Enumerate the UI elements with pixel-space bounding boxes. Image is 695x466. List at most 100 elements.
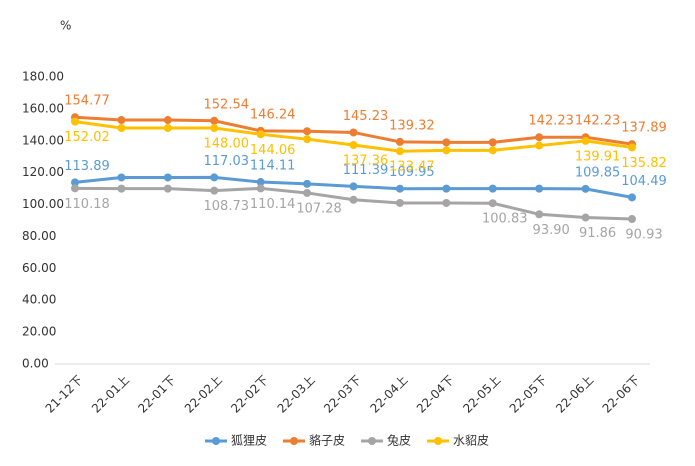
data-point: [395, 137, 404, 146]
data-point: [163, 124, 172, 133]
y-tick-label: 60.00: [22, 261, 56, 275]
data-point: [117, 173, 126, 182]
x-tick-label: 22-01下: [135, 373, 178, 416]
y-tick-label: 40.00: [22, 293, 56, 307]
data-point: [210, 124, 219, 133]
data-label: 139.91: [575, 149, 621, 164]
data-point: [71, 184, 79, 193]
data-label: 91.86: [579, 226, 616, 241]
x-tick-label: 22-03上: [275, 373, 318, 416]
x-tick-label: 22-02下: [228, 373, 271, 416]
legend-label: 水貂皮: [453, 434, 489, 448]
data-label: 137.89: [621, 121, 667, 136]
legend-marker: [434, 437, 443, 445]
x-tick-label: 22-04上: [367, 373, 410, 416]
data-point: [303, 135, 312, 144]
data-label: 117.03: [204, 154, 250, 169]
y-tick-label: 160.00: [22, 101, 64, 115]
data-label: 133.47: [389, 160, 435, 175]
data-label: 90.93: [625, 228, 662, 243]
legend-label: 兔皮: [387, 433, 411, 448]
data-point: [628, 215, 636, 224]
x-tick-label: 22-02上: [182, 373, 225, 416]
y-tick-label: 80.00: [22, 229, 56, 243]
data-label: 152.54: [204, 97, 250, 112]
data-label: 146.24: [250, 107, 296, 122]
data-point: [488, 199, 497, 208]
data-point: [349, 128, 358, 137]
data-point: [442, 198, 451, 207]
data-point: [395, 147, 404, 156]
x-tick-label: 22-01上: [89, 373, 132, 416]
data-point: [117, 116, 126, 125]
data-label: 107.28: [296, 201, 342, 216]
x-tick-label: 21-12下: [43, 373, 86, 416]
data-point: [535, 133, 544, 142]
x-tick-label: 22-05上: [460, 373, 503, 416]
data-point: [210, 186, 219, 195]
data-point: [71, 178, 79, 187]
y-tick-label: 0.00: [22, 357, 49, 371]
data-point: [581, 213, 590, 222]
data-point: [535, 141, 544, 150]
data-point: [628, 143, 636, 152]
data-label: 93.90: [533, 223, 570, 238]
data-point: [442, 146, 451, 155]
data-point: [535, 184, 544, 193]
data-label: 142.23: [528, 114, 574, 129]
legend-marker: [368, 437, 377, 445]
data-point: [117, 124, 126, 133]
data-point: [210, 173, 219, 182]
data-point: [488, 138, 497, 147]
legend-label: 狐狸皮: [231, 434, 267, 448]
data-point: [488, 146, 497, 155]
data-point: [256, 184, 265, 193]
data-point: [256, 130, 265, 139]
data-label: 139.32: [389, 118, 435, 133]
data-label: 114.11: [250, 159, 296, 174]
legend-marker: [290, 437, 299, 445]
data-point: [210, 116, 219, 125]
data-label: 142.23: [575, 114, 621, 129]
data-point: [442, 184, 451, 193]
data-point: [535, 210, 544, 219]
data-label: 154.77: [64, 94, 110, 109]
data-label: 148.00: [204, 137, 250, 152]
data-point: [628, 193, 636, 202]
data-point: [581, 184, 590, 193]
data-label: 110.18: [64, 197, 110, 212]
data-point: [303, 179, 312, 188]
data-point: [163, 173, 172, 182]
legend-marker: [212, 437, 220, 445]
data-label: 137.36: [343, 153, 389, 168]
y-tick-label: 140.00: [22, 133, 64, 147]
data-label: 110.14: [250, 197, 296, 212]
x-tick-label: 22-03下: [321, 373, 364, 416]
data-label: 109.95: [389, 165, 435, 180]
y-tick-label: 120.00: [22, 165, 64, 179]
data-point: [581, 136, 590, 145]
x-tick-label: 22-06下: [600, 373, 643, 416]
data-point: [256, 178, 265, 187]
data-label: 108.73: [204, 199, 250, 214]
data-point: [442, 138, 451, 147]
data-label: 100.83: [482, 212, 528, 227]
data-label: 144.06: [250, 143, 296, 158]
data-point: [395, 184, 404, 193]
data-point: [488, 184, 497, 193]
data-point: [395, 198, 404, 207]
data-point: [163, 184, 172, 193]
data-label: 152.02: [64, 130, 110, 145]
data-label: 135.82: [621, 156, 667, 171]
x-tick-label: 22-06上: [553, 373, 596, 416]
y-tick-label: 100.00: [22, 197, 64, 211]
y-tick-label: 180.00: [22, 70, 64, 84]
data-label: 104.49: [621, 174, 667, 189]
data-point: [349, 140, 358, 149]
data-point: [303, 188, 312, 197]
x-tick-label: 22-05下: [507, 373, 550, 416]
x-tick-label: 22-04下: [414, 373, 457, 416]
data-point: [303, 127, 312, 136]
data-point: [163, 116, 172, 125]
